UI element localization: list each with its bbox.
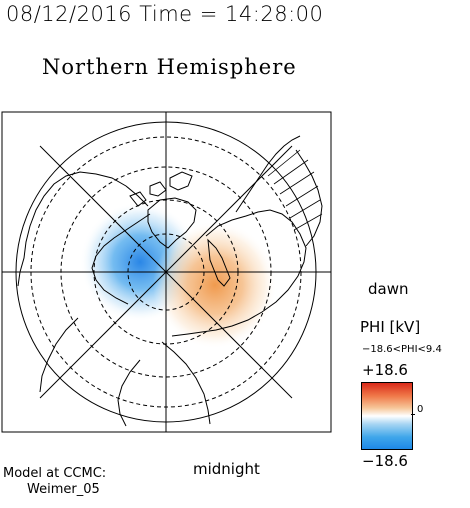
africa-europe <box>39 317 79 393</box>
colorbar-range-text: −18.6<PHI<9.4 <box>362 344 442 355</box>
coastlines <box>17 135 323 427</box>
colorbar-zero-tick <box>411 414 415 415</box>
colorbar-max-label: +18.6 <box>362 361 408 379</box>
date-time-header: 08/12/2016 Time = 14:28:00 <box>6 2 324 26</box>
colorbar <box>361 382 413 450</box>
boundary-hatches <box>267 149 323 231</box>
colorbar-quantity-label: PHI [kV] <box>360 318 421 336</box>
russia-east-coast <box>295 149 323 247</box>
potential-pattern <box>80 202 277 349</box>
colorbar-zero-label: 0 <box>417 404 424 415</box>
colorbar-min-label: −18.6 <box>362 452 408 470</box>
north-america-outline <box>17 171 151 305</box>
greenland-outline <box>147 197 197 249</box>
scandinavia-outline <box>207 238 231 287</box>
asia-south-outline <box>161 341 211 425</box>
dawn-label: dawn <box>368 280 409 298</box>
siberia-coast <box>235 135 301 213</box>
model-credit-line1: Model at CCMC: <box>3 466 107 481</box>
canadian-archipelago <box>129 171 193 207</box>
eurasia-outline <box>171 209 307 337</box>
midnight-label: midnight <box>193 460 260 478</box>
positive-potential-cell <box>153 221 277 349</box>
map-grid <box>1 111 332 433</box>
model-credit-line2: Weimer_05 <box>27 482 100 497</box>
meridian-diagonal-2 <box>39 145 293 399</box>
southeast-asia <box>117 359 141 427</box>
plot-title: Northern Hemisphere <box>42 55 297 79</box>
